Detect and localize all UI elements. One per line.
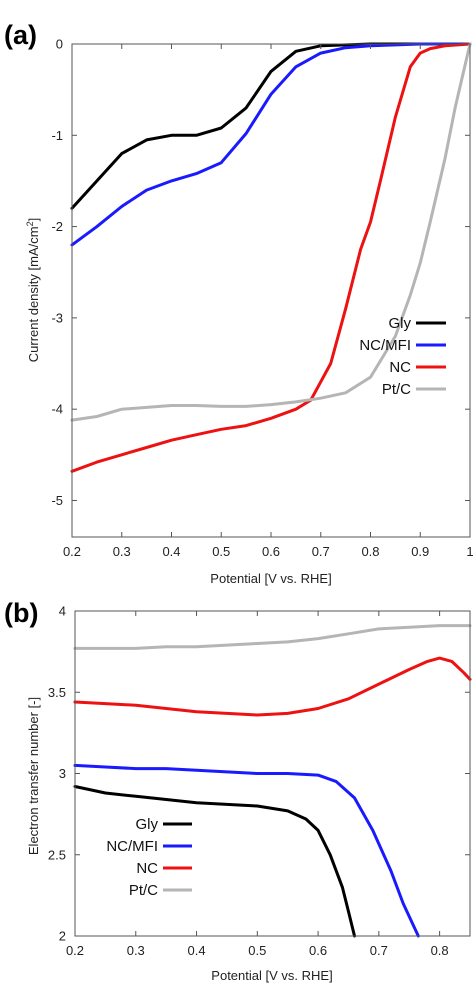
panel-a-label: (a) (4, 20, 37, 50)
panel-a-y-axis-label: Current density [mA/cm2] (25, 218, 41, 362)
x-tick-label: 0.6 (262, 544, 280, 559)
panel-b-x-axis-label: Potential [V vs. RHE] (211, 968, 332, 983)
y-tick-label: 2 (59, 929, 66, 944)
y-tick-label: 2.5 (48, 847, 66, 862)
legend-label: NC/MFI (359, 337, 411, 354)
legend-label: NC (389, 359, 411, 376)
legend-label: NC/MFI (106, 838, 158, 855)
series-line-nc-mfi (70, 42, 472, 247)
series-line-nc-mfi (73, 763, 420, 938)
x-tick-label: 0.3 (127, 943, 145, 958)
panel-b-y-axis-label: Electron transfer number [-] (26, 697, 41, 855)
x-tick-label: 0.2 (63, 544, 81, 559)
y-tick-label: -1 (51, 128, 63, 143)
panel-b-x-ticks: 0.2 0.3 0.4 0.5 0.6 0.7 0.8 (66, 611, 449, 958)
x-tick-label: 0.5 (248, 943, 266, 958)
y-tick-label: 0 (56, 37, 63, 52)
panel-a-y-axis-label-main: Current density [mA/cm (26, 226, 41, 362)
panel-a-legend: Gly NC/MFI NC Pt/C (359, 315, 446, 398)
y-tick-label: -2 (51, 219, 63, 234)
y-tick-label: 3 (59, 766, 66, 781)
panel-b-legend: Gly NC/MFI NC Pt/C (106, 816, 192, 899)
panel-b-series (73, 624, 472, 938)
panel-a-y-ticks: 0 -1 -2 -3 -4 -5 (51, 37, 470, 508)
panel-b-label: (b) (4, 598, 38, 628)
x-tick-label: 0.2 (66, 943, 84, 958)
panel-a-y-axis-label-end: ] (26, 218, 41, 222)
series-line-nc (73, 656, 472, 717)
legend-label: Pt/C (129, 882, 158, 899)
legend-label: NC (136, 860, 158, 877)
x-tick-label: 1 (466, 544, 473, 559)
panel-a-series (70, 42, 472, 473)
y-tick-label: 3.5 (48, 685, 66, 700)
x-tick-label: 0.7 (370, 943, 388, 958)
x-tick-label: 0.4 (187, 943, 205, 958)
panel-a-x-axis-label: Potential [V vs. RHE] (210, 571, 331, 586)
x-tick-label: 0.3 (113, 544, 131, 559)
panel-b-y-ticks: 2 2.5 3 3.5 4 (48, 604, 470, 944)
panel-a-y-axis-label-sup: 2 (25, 221, 35, 226)
x-tick-label: 0.8 (361, 544, 379, 559)
panel-a-x-ticks: 0.2 0.3 0.4 0.5 0.6 0.7 0.8 0.9 1 (63, 44, 473, 559)
series-line-pt-c (70, 42, 472, 422)
x-tick-label: 0.8 (431, 943, 449, 958)
series-line-pt-c (73, 624, 472, 650)
y-tick-label: 4 (59, 604, 66, 619)
y-tick-label: -5 (51, 493, 63, 508)
legend-label: Gly (389, 315, 412, 332)
legend-label: Pt/C (382, 381, 411, 398)
y-tick-label: -3 (51, 310, 63, 325)
panel-b: (b) 0.2 0.3 0.4 0.5 0.6 0.7 0.8 2 2.5 3 3.5 4 Pote… (4, 598, 472, 983)
series-line-gly (73, 785, 356, 938)
series-line-nc (70, 42, 472, 473)
x-tick-label: 0.7 (312, 544, 330, 559)
x-tick-label: 0.5 (212, 544, 230, 559)
x-tick-label: 0.6 (309, 943, 327, 958)
x-tick-label: 0.4 (162, 544, 180, 559)
x-tick-label: 0.9 (411, 544, 429, 559)
panel-a: (a) 0.2 0.3 0.4 0.5 0.6 0.7 0.8 0.9 1 0 -1 -2 -3 -4 -… (4, 20, 473, 586)
legend-label: Gly (136, 816, 159, 833)
y-tick-label: -4 (51, 402, 63, 417)
